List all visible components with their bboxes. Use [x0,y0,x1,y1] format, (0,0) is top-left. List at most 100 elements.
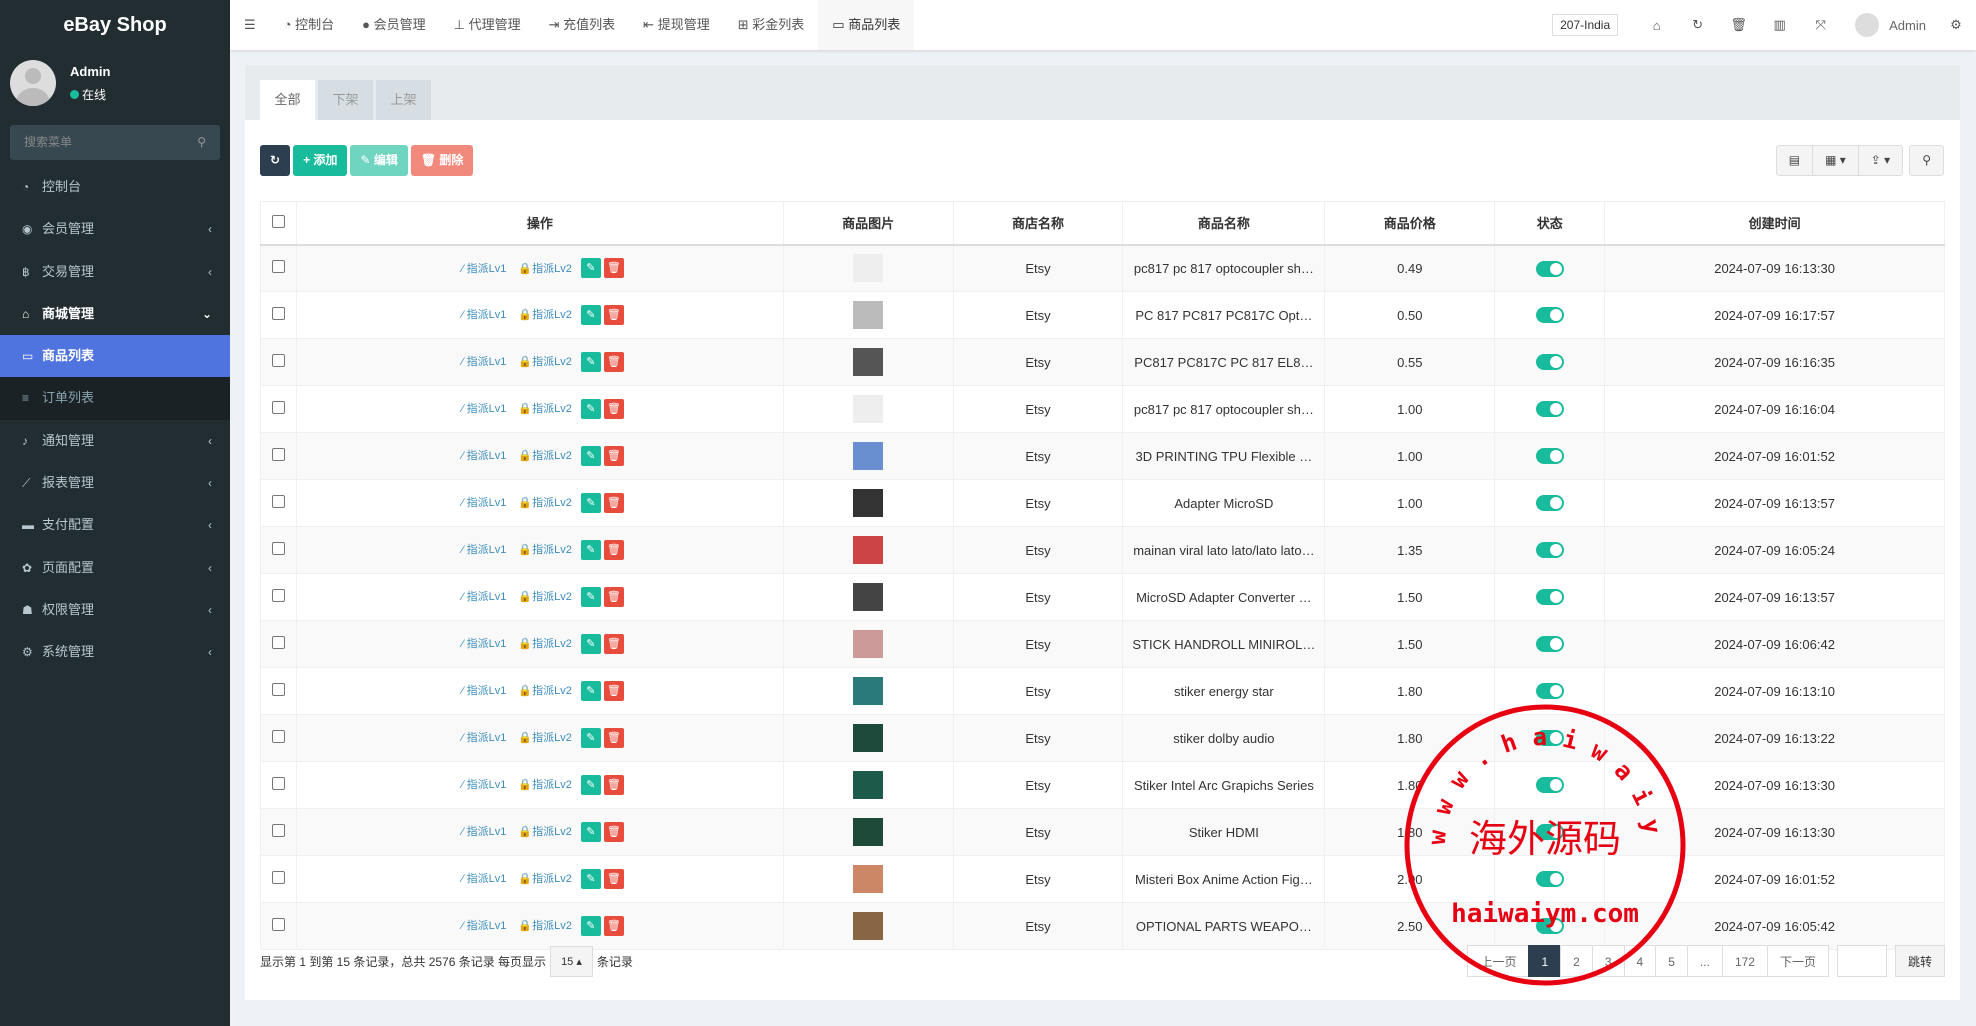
assign-lv1-link[interactable]: ⁄ 指派Lv1 [461,262,507,275]
row-checkbox[interactable] [271,260,285,274]
prev-page-button[interactable]: 上一页 [1467,945,1530,977]
next-page-button[interactable]: 下一页 [1766,945,1829,977]
assign-lv2-link[interactable]: 🔒指派Lv2 [518,591,572,604]
tab-2[interactable]: 上架 [376,80,431,120]
row-checkbox[interactable] [271,448,285,461]
top-tab-5[interactable]: ⊞ 彩金列表 [724,0,819,50]
tab-1[interactable]: 下架 [318,80,373,120]
page-button[interactable]: 172 [1721,945,1768,977]
status-toggle[interactable] [1535,636,1564,653]
assign-lv1-link[interactable]: ⁄ 指派Lv1 [461,920,507,933]
region-select[interactable]: 207-India [1552,14,1619,36]
delete-row-button[interactable]: 🗑 [603,822,624,842]
assign-lv1-link[interactable]: ⁄ 指派Lv1 [461,497,507,510]
assign-lv1-link[interactable]: ⁄ 指派Lv1 [461,591,507,604]
delete-row-button[interactable]: 🗑 [603,399,624,419]
settings-icon[interactable]: ⚙ [1950,17,1962,32]
status-toggle[interactable] [1535,401,1564,418]
top-user-name[interactable]: Admin [1889,17,1926,33]
search-button[interactable]: ⚲ [1922,153,1931,167]
edit-row-button[interactable]: ✎ [580,775,601,795]
assign-lv1-link[interactable]: ⁄ 指派Lv1 [461,356,507,369]
edit-row-button[interactable]: ✎ [580,869,601,889]
delete-row-button[interactable]: 🗑 [603,258,624,279]
page-button[interactable]: 4 [1623,945,1657,977]
sidebar-item-0[interactable]: ◔ 控制台 [0,166,230,208]
page-button[interactable]: 2 [1560,945,1593,977]
assign-lv2-link[interactable]: 🔒指派Lv2 [518,873,572,886]
delete-row-button[interactable]: 🗑 [603,352,624,372]
edit-row-button[interactable]: ✎ [580,305,601,325]
assign-lv2-link[interactable]: 🔒指派Lv2 [518,638,572,651]
top-tab-6[interactable]: ▭ 商品列表 [818,0,915,50]
status-toggle[interactable] [1535,730,1564,747]
status-toggle[interactable] [1535,354,1564,371]
assign-lv2-link[interactable]: 🔒指派Lv2 [518,450,572,463]
assign-lv2-link[interactable]: 🔒指派Lv2 [518,497,572,510]
delete-button[interactable]: 🗑 删除 [410,145,474,176]
row-checkbox[interactable] [271,824,285,837]
toggle-view-button[interactable]: ▤ [1788,153,1801,167]
top-tab-0[interactable]: ◔ 控制台 [270,0,349,50]
delete-row-button[interactable]: 🗑 [603,775,624,795]
product-image[interactable] [853,254,884,283]
product-image[interactable] [853,489,884,517]
top-tab-3[interactable]: ⇥ 充值列表 [535,0,630,50]
jump-page-input[interactable] [1836,945,1887,977]
edit-row-button[interactable]: ✎ [580,352,601,372]
column-header[interactable]: 创建时间 [1604,201,1945,246]
delete-row-button[interactable]: 🗑 [603,634,624,654]
product-image[interactable] [853,630,884,658]
page-button[interactable]: 1 [1528,945,1562,977]
edit-row-button[interactable]: ✎ [580,399,601,419]
menu-search-input[interactable]: 搜索菜单 ⚲ [10,125,220,160]
row-checkbox[interactable] [271,730,285,743]
status-toggle[interactable] [1535,260,1564,277]
sidebar-item-1[interactable]: ◉ 会员管理 ‹ [0,208,230,250]
status-toggle[interactable] [1535,307,1564,324]
assign-lv2-link[interactable]: 🔒指派Lv2 [518,826,572,839]
sidebar-item-3[interactable]: ⌂ 商城管理 ⌄ [0,293,230,335]
row-checkbox[interactable] [271,918,285,931]
edit-row-button[interactable]: ✎ [580,822,601,842]
edit-row-button[interactable]: ✎ [580,446,601,466]
assign-lv2-link[interactable]: 🔒指派Lv2 [518,356,572,369]
assign-lv2-link[interactable]: 🔒指派Lv2 [518,403,572,416]
top-tab-1[interactable]: ● 会员管理 [348,0,440,50]
delete-row-button[interactable]: 🗑 [603,681,624,701]
product-image[interactable] [853,818,884,846]
row-checkbox[interactable] [271,589,285,602]
product-image[interactable] [853,583,884,611]
column-header[interactable]: 商品图片 [782,201,954,246]
assign-lv1-link[interactable]: ⁄ 指派Lv1 [461,779,507,792]
column-header[interactable]: 操作 [295,201,784,246]
jump-button[interactable]: 跳转 [1894,945,1945,977]
row-checkbox[interactable] [271,307,285,320]
product-image[interactable] [853,771,884,799]
assign-lv1-link[interactable]: ⁄ 指派Lv1 [461,544,507,557]
product-image[interactable] [853,348,884,376]
assign-lv1-link[interactable]: ⁄ 指派Lv1 [461,450,507,463]
delete-row-button[interactable]: 🗑 [603,916,624,936]
page-button[interactable]: 3 [1591,945,1625,977]
assign-lv2-link[interactable]: 🔒指派Lv2 [518,544,572,557]
status-toggle[interactable] [1535,589,1564,606]
select-all-checkbox[interactable] [271,214,285,228]
column-header[interactable]: 状态 [1494,201,1606,246]
edit-row-button[interactable]: ✎ [580,587,601,607]
assign-lv1-link[interactable]: ⁄ 指派Lv1 [461,873,507,886]
edit-row-button[interactable]: ✎ [580,540,601,560]
product-image[interactable] [853,677,884,705]
sidebar-item-8[interactable]: ▬ 支付配置 ‹ [0,504,230,546]
home-icon[interactable]: ⌂ [1652,17,1661,33]
sidebar-item-4[interactable]: ▭ 商品列表 [0,335,230,378]
status-toggle[interactable] [1535,777,1564,794]
assign-lv1-link[interactable]: ⁄ 指派Lv1 [461,309,507,322]
status-toggle[interactable] [1535,918,1564,935]
delete-row-button[interactable]: 🗑 [603,446,624,466]
product-image[interactable] [853,536,884,564]
delete-row-button[interactable]: 🗑 [603,587,624,607]
edit-row-button[interactable]: ✎ [580,916,601,936]
sidebar-item-10[interactable]: ☗ 权限管理 ‹ [0,589,230,631]
sidebar-item-9[interactable]: ✿ 页面配置 ‹ [0,547,230,589]
